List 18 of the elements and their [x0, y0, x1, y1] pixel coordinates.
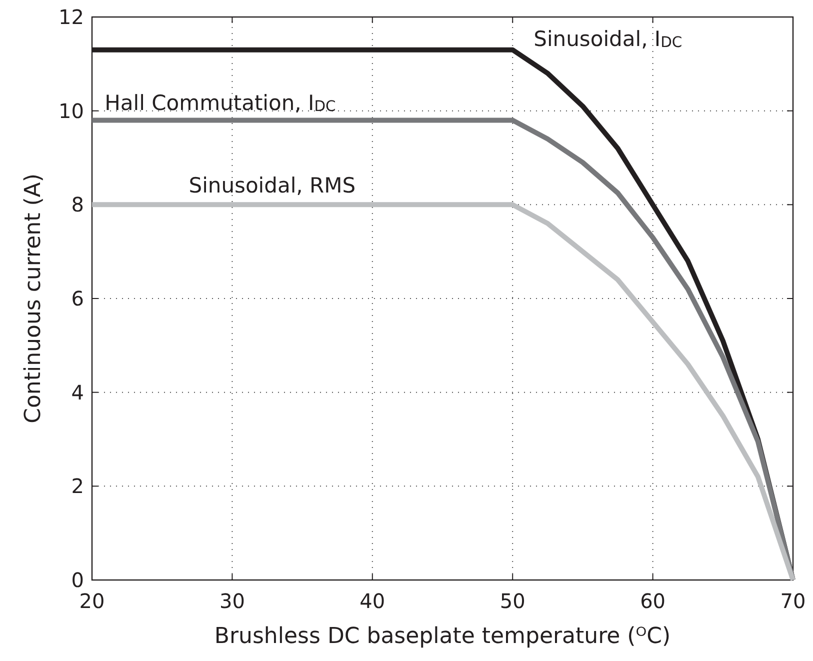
- y-tick-label: 0: [71, 568, 84, 592]
- series-label: Hall Commutation, IDC: [104, 91, 336, 116]
- x-tick-label: 60: [640, 589, 666, 613]
- x-tick-label: 30: [219, 589, 245, 613]
- legend-label: Sinusoidal, IDC: [534, 26, 682, 52]
- y-tick-label: 6: [71, 286, 84, 310]
- x-tick-label: 50: [500, 589, 526, 613]
- x-tick-label: 20: [79, 589, 105, 613]
- y-tick-label: 2: [71, 474, 84, 498]
- y-axis-title: Continuous current (A): [21, 174, 46, 424]
- y-tick-label: 10: [58, 98, 84, 123]
- series-label: Sinusoidal, RMS: [188, 174, 356, 198]
- x-tick-label: 40: [360, 589, 386, 613]
- y-tick-label: 8: [71, 192, 84, 217]
- y-tick-label: 12: [58, 5, 84, 29]
- x-tick-label: 70: [780, 589, 806, 613]
- y-tick-label: 4: [71, 380, 84, 404]
- x-axis-title: Brushless DC baseplate temperature (ᴼC): [214, 624, 671, 649]
